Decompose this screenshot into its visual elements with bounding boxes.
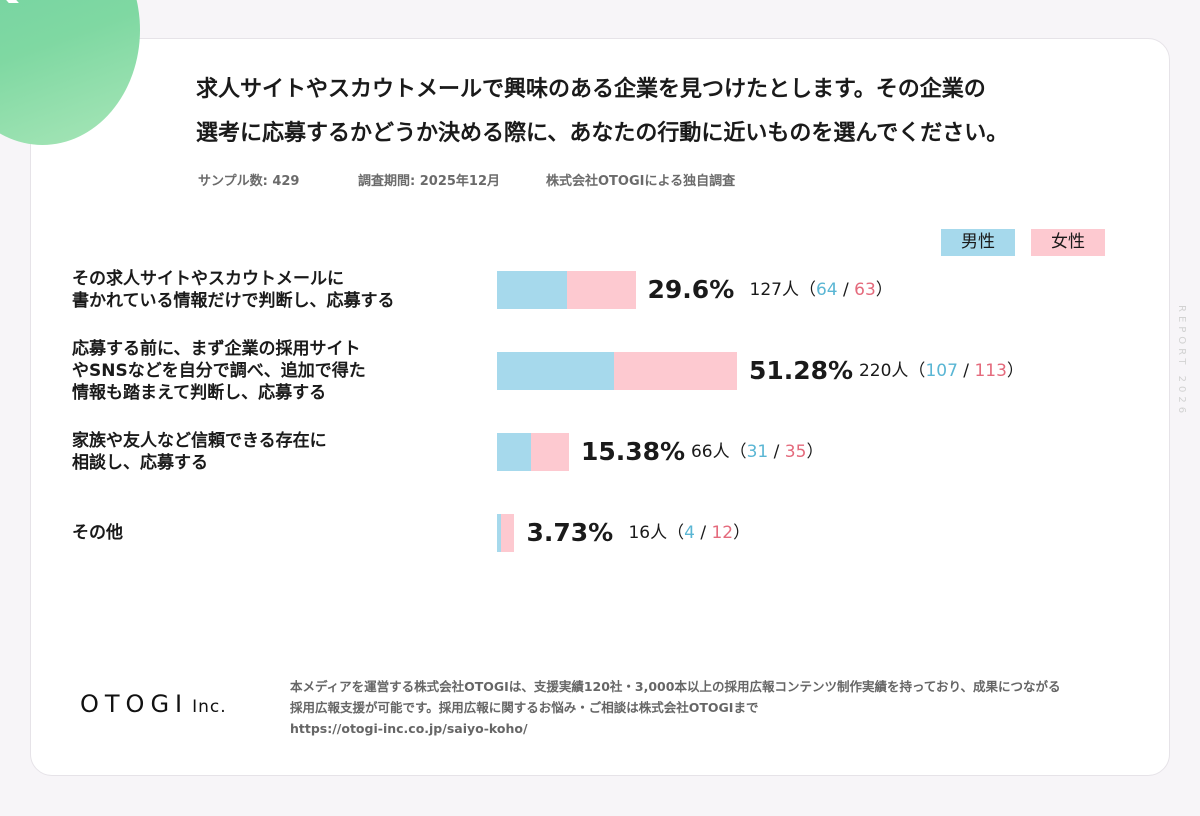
footer-line-1: 本メディアを運営する株式会社OTOGIは、支援実績120社・3,000本以上の採… [290, 679, 1061, 694]
bar-male [497, 352, 614, 390]
row-label: その他 [72, 522, 472, 544]
logo-main: OTOGI [80, 690, 189, 718]
count-label: 127人（64 / 63） [750, 271, 893, 309]
count-label: 66人（31 / 35） [691, 433, 823, 471]
count-female: 12 [711, 523, 734, 543]
footer-url[interactable]: https://otogi-inc.co.jp/saiyo-koho/ [290, 721, 528, 736]
row-label-line: 書かれている情報だけで判断し、応募する [72, 291, 395, 311]
footer-line-2: 採用広報支援が可能です。採用広報に関するお悩み・ご相談は株式会社OTOGIまで [290, 700, 759, 715]
row-label-line: その求人サイトやスカウトメールに [72, 269, 344, 289]
bar-male [497, 271, 567, 309]
count-female: 113 [974, 361, 1007, 381]
sample-size: サンプル数: 429 [198, 174, 300, 189]
count-close: ） [806, 442, 824, 462]
row-label-line: やSNSなどを自分で調べ、追加で得た [72, 361, 366, 381]
legend-female: 女性 [1031, 229, 1105, 256]
row-label-line: 情報も踏まえて判断し、応募する [72, 383, 327, 403]
row-label-line: その他 [72, 523, 123, 543]
side-watermark: REPORT 2026 [1176, 305, 1187, 418]
percent-label: 3.73% [526, 518, 614, 547]
question-line-2: 選考に応募するかどうか決める際に、あなたの行動に近いものを選んでください。 [196, 121, 1009, 146]
count-male: 4 [684, 523, 695, 543]
question-line-1: 求人サイトやスカウトメールで興味のある企業を見つけたとします。その企業の [196, 77, 986, 102]
count-female: 63 [854, 280, 876, 300]
bar-female [501, 514, 515, 552]
count-close: ） [875, 280, 893, 300]
percent-label: 29.6% [647, 275, 735, 304]
company-logo: OTOGI Inc. [80, 690, 227, 718]
bar-female [566, 271, 636, 309]
bar-female [530, 433, 569, 471]
legend-male: 男性 [941, 229, 1015, 256]
count-total: 220人（ [858, 361, 926, 381]
row-label-line: 応募する前に、まず企業の採用サイト [72, 339, 361, 359]
row-label: 応募する前に、まず企業の採用サイト やSNSなどを自分で調べ、追加で得た 情報も踏ま… [72, 338, 472, 404]
count-sep: / [837, 280, 855, 300]
count-sep: / [768, 442, 785, 462]
count-total: 127人（ [749, 280, 816, 300]
count-male: 107 [925, 361, 958, 381]
count-sep: / [694, 523, 712, 543]
count-total: 16人（ [628, 523, 685, 543]
count-sep: / [957, 361, 975, 381]
percent-label: 51.28% [748, 356, 854, 385]
row-label-line: 家族や友人など信頼できる存在に [72, 431, 327, 451]
count-male: 31 [746, 442, 769, 462]
count-close: ） [1006, 361, 1024, 381]
question-title: 求人サイトやスカウトメールで興味のある企業を見つけたとします。その企業の 選考に… [196, 68, 1136, 156]
bar-male [497, 433, 531, 471]
count-label: 16人（4 / 12） [628, 514, 750, 552]
count-close: ） [733, 523, 751, 543]
count-female: 35 [784, 442, 807, 462]
survey-period: 調査期間: 2025年12月 [358, 174, 500, 189]
footer-text: 本メディアを運営する株式会社OTOGIは、支援実績120社・3,000本以上の採… [290, 676, 1150, 739]
bar-female [613, 352, 737, 390]
report-card [30, 38, 1170, 776]
count-male: 64 [815, 280, 838, 300]
survey-source: 株式会社OTOGIによる独自調査 [546, 174, 736, 189]
row-label-line: 相談し、応募する [72, 453, 208, 473]
logo-inc: Inc. [192, 697, 227, 717]
count-label: 220人（107 / 113） [859, 352, 1024, 390]
bar-male [497, 514, 502, 552]
q-letter: Q [0, 0, 31, 9]
percent-label: 15.38% [580, 437, 686, 466]
row-label: その求人サイトやスカウトメールに 書かれている情報だけで判断し、応募する [72, 268, 472, 312]
count-total: 66人（ [690, 442, 747, 462]
row-label: 家族や友人など信頼できる存在に 相談し、応募する [72, 430, 472, 474]
